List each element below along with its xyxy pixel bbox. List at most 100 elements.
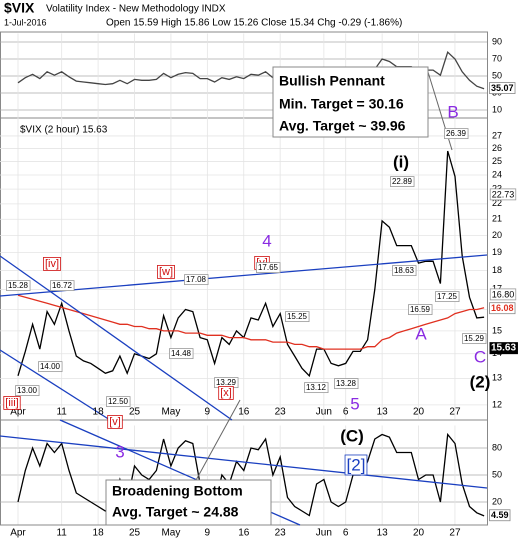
x-tick-label: May (161, 528, 180, 539)
note-box (105, 479, 272, 526)
note-text: Avg. Target ~ 39.96 (279, 118, 406, 134)
label-box (285, 311, 310, 323)
annotation: (C) (340, 426, 364, 445)
x-tick-label: 11 (56, 528, 67, 539)
y-tick-label: 27 (492, 130, 502, 140)
annotation: 17.65 (258, 263, 279, 272)
label-box (169, 348, 194, 360)
annotation: (2) (470, 372, 491, 391)
x-tick-label: 9 (205, 528, 211, 539)
symbol: $VIX (4, 0, 35, 16)
label-box (489, 82, 516, 94)
label-box (334, 378, 359, 390)
y-tick-label: 80 (492, 442, 502, 452)
panel-label: $VIX (2 hour) 15.63 (20, 125, 108, 136)
annotation: B (447, 102, 458, 121)
label-box (43, 257, 61, 271)
annotation: 5 (350, 394, 359, 413)
x-tick-label: 18 (93, 407, 105, 418)
y-tick-label: 13 (492, 373, 502, 383)
series-line (17, 150, 485, 378)
x-tick-label: 23 (275, 528, 287, 539)
last-value: 35.07 (491, 83, 514, 93)
label-box (489, 288, 517, 301)
trendline (0, 254, 488, 297)
annotation: [iii] (5, 397, 18, 409)
annotation: 18.63 (394, 266, 415, 275)
x-tick-label: 20 (413, 407, 425, 418)
y-tick-label: 19 (492, 247, 502, 257)
annotation: 14.48 (171, 349, 192, 358)
label-box (489, 302, 516, 315)
y-tick-label: 15 (492, 325, 502, 335)
x-tick-label: Apr (10, 407, 26, 418)
label-box (392, 265, 417, 277)
series-line (17, 432, 485, 517)
annotation: 16.72 (52, 281, 73, 290)
x-tick-label: 13 (377, 528, 389, 539)
label-box (256, 262, 281, 274)
label-box (462, 333, 487, 345)
trendline (0, 435, 488, 489)
annotation: [w] (159, 266, 173, 278)
annotation: 15.28 (8, 281, 29, 290)
x-tick-label: May (161, 407, 180, 418)
x-tick-label: 6 (343, 407, 349, 418)
annotation: A (415, 324, 427, 343)
note-text: Bullish Pennant (279, 73, 385, 89)
y-tick-label: 25 (492, 156, 502, 166)
x-tick-label: Apr (10, 528, 26, 539)
label-box (106, 396, 131, 408)
x-tick-label: 27 (449, 407, 461, 418)
y-tick-label: 12 (492, 399, 502, 409)
label-box (218, 386, 234, 400)
label-box (435, 291, 460, 303)
label-box (15, 385, 40, 397)
y-tick-label: 70 (492, 53, 502, 63)
y-tick-label: 18 (492, 265, 502, 275)
x-tick-label: 11 (56, 407, 67, 418)
y-tick-label: 90 (492, 36, 502, 46)
trendline (0, 255, 233, 421)
annotation: 15.29 (464, 334, 485, 343)
x-tick-label: 20 (413, 528, 425, 539)
note-box (272, 66, 429, 138)
annotation: 13.28 (336, 379, 357, 388)
note-text: Avg. Target ~ 24.88 (112, 504, 239, 520)
annotation: 13.00 (17, 386, 38, 395)
annotation: (i) (393, 152, 409, 171)
note-text: Broadening Bottom (112, 483, 243, 499)
annotation: C (474, 347, 486, 366)
annotation: 22.73 (492, 189, 515, 199)
annotation: 17.08 (186, 275, 207, 284)
y-tick-label: 20 (492, 230, 502, 240)
quote: Open 15.59 High 15.86 Low 15.26 Close 15… (106, 18, 402, 29)
label-box (489, 509, 511, 522)
x-tick-label: Jun (316, 407, 332, 418)
label-box (408, 304, 433, 316)
annotation: 26.39 (446, 129, 467, 138)
date: 1-Jul-2016 (4, 17, 47, 27)
label-box (6, 280, 31, 292)
last-value: 4.59 (491, 510, 509, 520)
label-box (304, 382, 329, 394)
annotation: 14.00 (40, 362, 61, 371)
y-tick-label: 21 (492, 214, 502, 224)
x-tick-label: 16 (238, 528, 250, 539)
y-tick-label: 50 (492, 469, 502, 479)
annotation: 13.29 (216, 378, 237, 387)
label-box (489, 342, 518, 355)
labels: 103050709035.071213141516171819202122232… (3, 36, 518, 539)
x-tick-label: 23 (275, 407, 287, 418)
x-tick-label: Jun (316, 528, 332, 539)
annotation: 12.50 (108, 397, 129, 406)
label-box (3, 396, 21, 410)
x-tick-label: 25 (129, 407, 141, 418)
label-box (390, 176, 415, 188)
x-tick-label: 16 (238, 407, 250, 418)
y-tick-label: 26 (492, 143, 502, 153)
y-tick-label: 20 (492, 496, 502, 506)
annotation: 3 (115, 442, 124, 461)
label-box (157, 265, 175, 279)
